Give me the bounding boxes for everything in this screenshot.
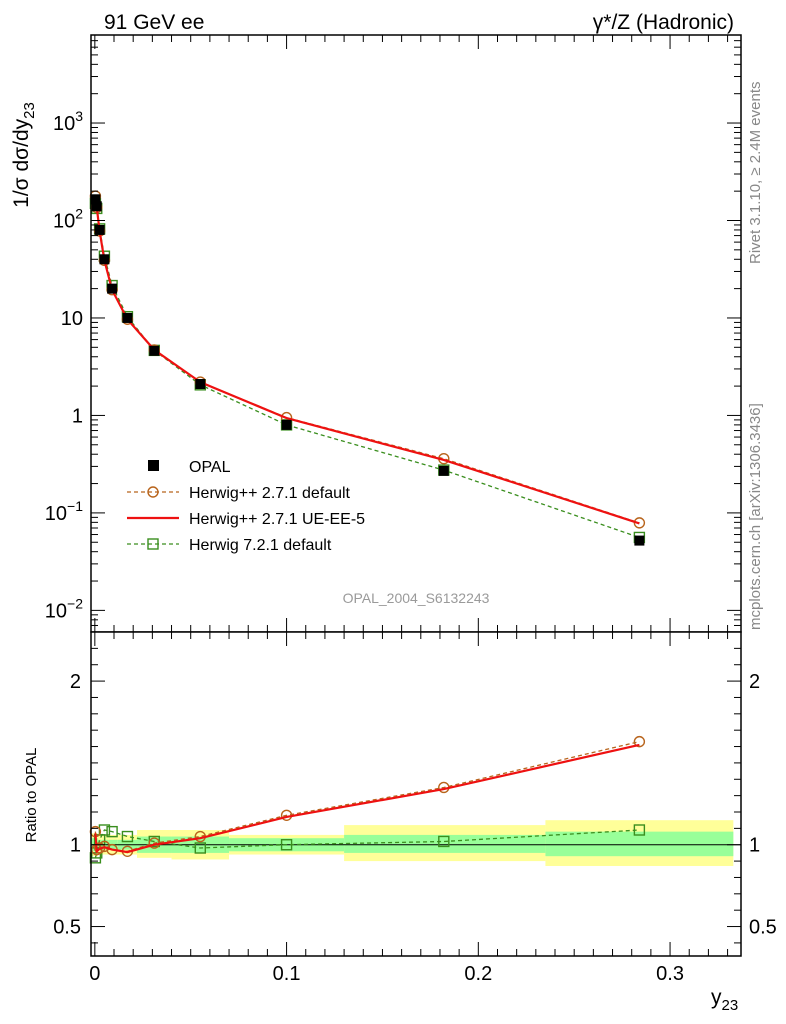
main-y-tick-label-base: 10 [61, 308, 83, 330]
ratio-series-layer [89, 735, 646, 864]
main-y-tick-label: 10 [61, 308, 83, 330]
ratio-herwig-7-2-1-default-point [633, 824, 646, 836]
ratio-herwigpp-2-7-1-default-point [633, 735, 646, 748]
main-y-tick-label-exponent: 3 [75, 108, 83, 124]
legend-opal-label: OPAL [189, 459, 231, 476]
main-opal-point [90, 194, 101, 205]
header-right-title: γ*/Z (Hadronic) [593, 11, 734, 34]
main-y-tick-label-exponent: 2 [75, 205, 83, 221]
rivet-version-label: Rivet 3.1.10, ≥ 2.4M events [747, 82, 764, 265]
legend-herwigpp-2-7-1-ue-ee-5-label: Herwig++ 2.7.1 UE-EE-5 [189, 511, 365, 528]
main-panel [91, 35, 741, 632]
ratio-axes: 0.5 0.5 1 1 2 2 0 0.1 0.2 0.3 [53, 631, 777, 985]
x-tick-label: 0 [89, 963, 100, 985]
main-y-tick-label: 102 [53, 205, 83, 232]
main-y-tick-label-exponent: −2 [67, 595, 83, 611]
x-tick-label: 0.1 [273, 963, 301, 985]
legend-herwig-7-2-1-default-label: Herwig 7.2.1 default [189, 537, 332, 554]
legend-herwigpp-2-7-1-default-point [147, 486, 159, 498]
main-opal-point [438, 465, 449, 476]
main-y-tick-label-base: 10 [45, 600, 67, 622]
main-y-tick-label-base: 10 [53, 113, 75, 135]
main-plot-area [91, 35, 741, 632]
main-y-tick-label-base: 10 [45, 503, 67, 525]
legend-herwig-7-2-1-default-point [147, 538, 159, 550]
legend: OPAL Herwig++ 2.7.1 default Herwig++ 2.7.1… [127, 459, 365, 554]
main-opal-point [195, 379, 206, 390]
main-opal-point [91, 201, 102, 212]
main-y-tick-label: 1 [72, 405, 83, 427]
x-axis-label: y23 [711, 986, 738, 1014]
ratio-herwig-7-2-1-default-point [121, 830, 134, 843]
main-series-layer [89, 190, 646, 546]
main-opal-point [122, 312, 133, 323]
main-opal-point [149, 345, 160, 356]
x-axis-label-subscript: 23 [722, 997, 739, 1014]
ratio-inner-band [545, 831, 734, 857]
x-tick-label: 0.2 [464, 963, 492, 985]
legend-opal-marker [148, 460, 159, 471]
ratio-herwig-7-2-1-default-point [438, 835, 450, 848]
ratio-y-tick-label-right: 2 [749, 671, 760, 693]
main-opal-point [107, 283, 118, 294]
analysis-watermark: OPAL_2004_S6132243 [343, 590, 490, 606]
main-y-axis-label: 1/σ dσ/dy23 [10, 102, 38, 208]
ratio-herwigpp-2-7-1-default-point [98, 840, 111, 853]
ratio-y-tick-label-right: 1 [749, 835, 760, 857]
main-y-tick-label: 10−1 [45, 498, 83, 525]
ratio-inner-band [344, 834, 546, 853]
ratio-y-axis-label: Ratio to OPAL [23, 748, 40, 843]
ratio-herwig-7-2-1-default-point [194, 842, 206, 854]
main-y-tick-label: 103 [53, 108, 83, 135]
main-opal-point [94, 224, 105, 235]
ratio-herwigpp-2-7-1-ue-ee-5-line [94, 743, 640, 854]
ratio-frame [90, 631, 742, 957]
mcplots-reference-label: mcplots.cern.ch [arXiv:1306.3436] [747, 403, 764, 630]
ratio-y-tick-label-right: 0.5 [749, 917, 777, 939]
x-axis-label-text: y [711, 986, 722, 1009]
main-opal-point [281, 419, 292, 430]
main-y-tick-label: 10−2 [45, 595, 83, 622]
main-y-tick-label-base: 1 [72, 405, 83, 427]
main-y-axis-label-subscript: 23 [21, 102, 38, 119]
ratio-herwig-7-2-1-default-point [106, 825, 118, 838]
header-left-title: 91 GeV ee [104, 11, 204, 34]
legend-herwigpp-2-7-1-default-label: Herwig++ 2.7.1 default [189, 485, 351, 502]
ratio-y-tick-label-left: 0.5 [53, 917, 81, 939]
main-opal-point [99, 254, 110, 265]
main-opal-point [634, 535, 645, 546]
ratio-herwig-7-2-1-default-point [280, 839, 293, 851]
main-y-tick-label-base: 10 [53, 210, 75, 232]
x-tick-label: 0.3 [656, 963, 684, 985]
ratio-y-tick-label-left: 1 [70, 835, 81, 857]
ratio-y-tick-label-left: 2 [70, 671, 81, 693]
main-y-axis-label-text: 1/σ dσ/dy [10, 118, 33, 207]
main-y-tick-label-exponent: −1 [67, 498, 83, 514]
